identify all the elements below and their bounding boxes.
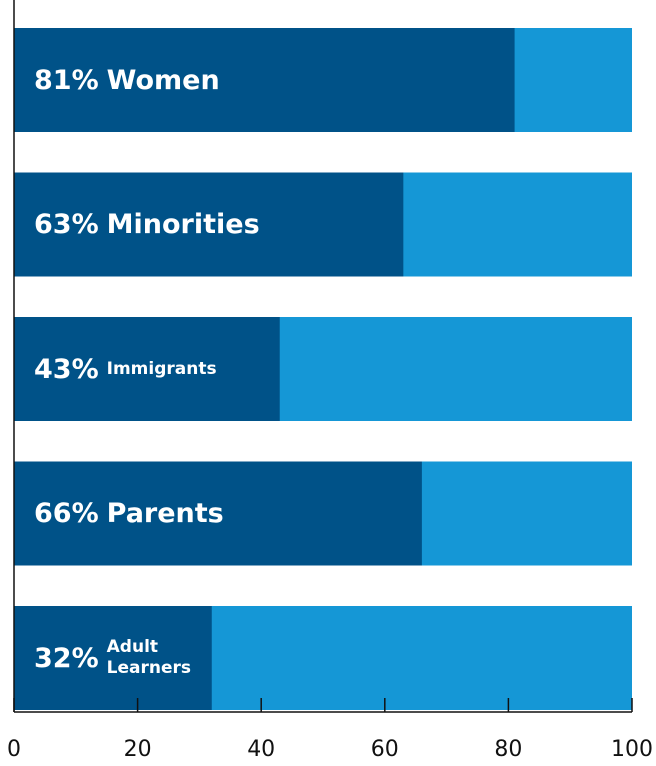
value-label: 81% (34, 64, 99, 96)
bar-label: 63% Minorities (14, 173, 632, 277)
bar-label: 81% Women (14, 28, 632, 132)
bar-label: 32% Adult Learners (14, 606, 632, 710)
x-tick-label: 100 (611, 737, 653, 762)
bar-label-box: 43% Immigrants (14, 317, 632, 421)
category-label: Immigrants (106, 358, 217, 379)
category-label: Adult Learners (106, 637, 191, 678)
bar (14, 606, 212, 710)
bar-label-box: 81% Women (14, 28, 632, 132)
bar (14, 28, 515, 132)
x-tick-label: 60 (371, 737, 399, 762)
x-tick-label: 80 (494, 737, 522, 762)
bar-label-box: 32% Adult Learners (14, 606, 632, 710)
x-tick-label: 20 (124, 737, 152, 762)
value-label: 66% (34, 498, 99, 529)
category-label: Minorities (106, 209, 260, 240)
x-tick-label: 0 (7, 737, 21, 762)
bar (14, 317, 280, 421)
bar-label: 43% Immigrants (14, 317, 632, 421)
value-label: 63% (34, 209, 99, 240)
category-label: Women (106, 64, 220, 96)
category-label: Parents (106, 498, 224, 529)
x-tick-label: 40 (247, 737, 275, 762)
value-label: 32% (34, 642, 99, 674)
bar-label-box: 66% Parents (14, 462, 632, 566)
value-label: 43% (34, 353, 99, 385)
bar-label: 66% Parents (14, 462, 632, 566)
bar-label-box: 63% Minorities (14, 173, 632, 277)
bar (14, 172, 404, 277)
bar (14, 461, 422, 566)
